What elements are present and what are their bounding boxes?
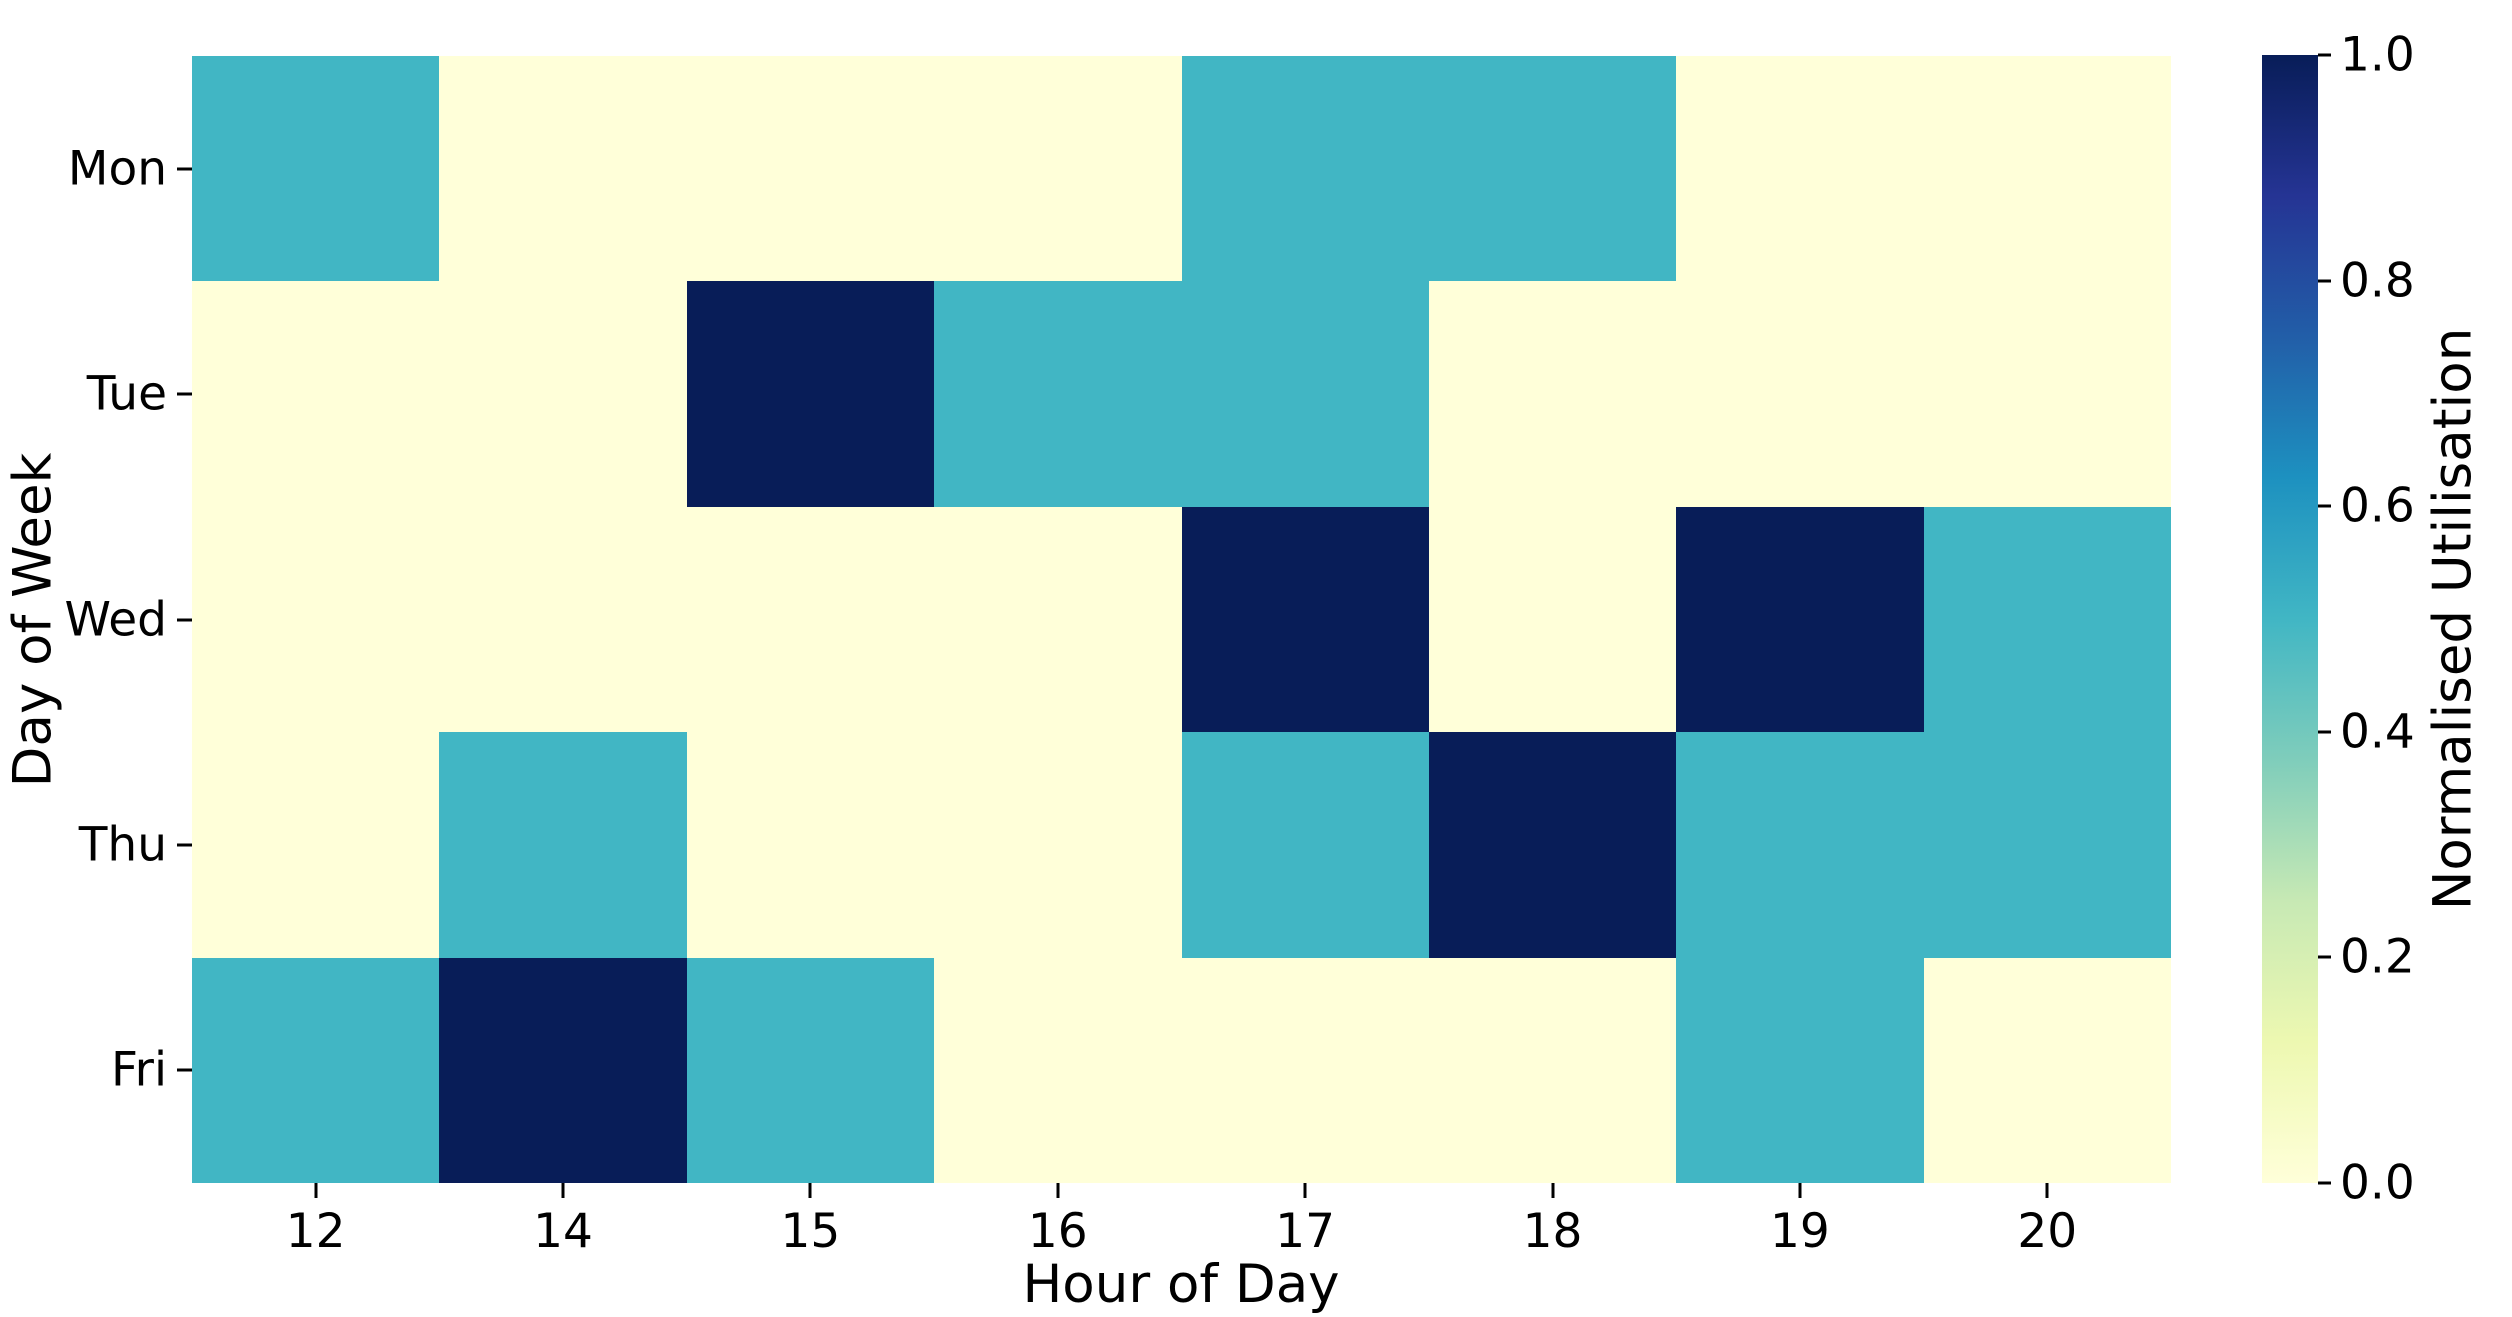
x-tick-label: 12 bbox=[285, 1204, 346, 1259]
heatmap-cell bbox=[1181, 56, 1429, 282]
heatmap-cell bbox=[1676, 56, 1924, 282]
x-tick-mark bbox=[1551, 1183, 1555, 1198]
colorbar-tick-label: 0.8 bbox=[2340, 253, 2415, 309]
heatmap-cell bbox=[686, 281, 935, 507]
x-tick-mark bbox=[561, 1183, 565, 1198]
y-tick-label: Wed bbox=[64, 592, 167, 647]
x-tick-mark bbox=[1303, 1183, 1307, 1198]
colorbar-tick-label: 0.6 bbox=[2340, 478, 2415, 534]
x-tick-label: 17 bbox=[1275, 1204, 1336, 1259]
x-tick-mark bbox=[1798, 1183, 1802, 1198]
heatmap-cell bbox=[439, 56, 687, 282]
heatmap-cell bbox=[1181, 281, 1429, 507]
colorbar-tick-label: 0.2 bbox=[2340, 929, 2415, 985]
y-tick-label: Mon bbox=[67, 141, 167, 197]
heatmap-cell bbox=[439, 732, 687, 958]
colorbar-tick-mark bbox=[2318, 955, 2331, 959]
x-tick-mark bbox=[808, 1183, 812, 1198]
x-tick-label: 16 bbox=[1027, 1204, 1088, 1259]
y-tick-label: Fri bbox=[111, 1042, 167, 1098]
heatmap-cell bbox=[1428, 281, 1677, 507]
colorbar-label: Normalised Utilisation bbox=[2422, 327, 2484, 911]
heatmap-cell bbox=[1428, 506, 1677, 733]
heatmap-cell bbox=[934, 56, 1182, 282]
heatmap-cell bbox=[1676, 281, 1924, 507]
x-tick-label: 14 bbox=[533, 1204, 593, 1259]
x-tick-label: 19 bbox=[1770, 1204, 1830, 1259]
heatmap-cell bbox=[686, 506, 935, 733]
x-tick-mark bbox=[314, 1183, 318, 1198]
heatmap-cell bbox=[1676, 957, 1924, 1183]
colorbar-tick-label: 0.4 bbox=[2340, 704, 2415, 760]
colorbar-tick-mark bbox=[2318, 504, 2331, 508]
heatmap-cell bbox=[1923, 56, 2171, 282]
heatmap-cell bbox=[686, 957, 935, 1183]
heatmap-cell bbox=[192, 281, 440, 507]
y-tick-mark bbox=[177, 392, 192, 396]
heatmap-cell bbox=[1181, 506, 1429, 733]
heatmap-cell bbox=[1428, 56, 1677, 282]
heatmap bbox=[192, 56, 2171, 1183]
y-tick-label: Tue bbox=[86, 366, 167, 422]
heatmap-cell bbox=[686, 56, 935, 282]
heatmap-cell bbox=[934, 281, 1182, 507]
heatmap-cell bbox=[934, 957, 1182, 1183]
heatmap-cell bbox=[686, 732, 935, 958]
y-tick-label: Thu bbox=[78, 817, 167, 873]
colorbar-tick-mark bbox=[2318, 730, 2331, 734]
heatmap-cell bbox=[192, 56, 440, 282]
heatmap-cell bbox=[439, 281, 687, 507]
heatmap-cell bbox=[1676, 506, 1924, 733]
heatmap-cell bbox=[1181, 957, 1429, 1183]
y-tick-mark bbox=[177, 843, 192, 847]
heatmap-cell bbox=[934, 506, 1182, 733]
x-tick-label: 18 bbox=[1522, 1204, 1583, 1259]
colorbar-tick-mark bbox=[2318, 1181, 2331, 1185]
colorbar-tick-label: 0.0 bbox=[2340, 1155, 2415, 1211]
heatmap-cell bbox=[1923, 281, 2171, 507]
x-tick-mark bbox=[1056, 1183, 1060, 1198]
y-tick-mark bbox=[177, 1068, 192, 1072]
heatmap-cell bbox=[934, 732, 1182, 958]
colorbar-gradient bbox=[2262, 55, 2318, 1183]
heatmap-cell bbox=[1923, 732, 2171, 958]
heatmap-cell bbox=[192, 732, 440, 958]
x-tick-mark bbox=[2045, 1183, 2049, 1198]
heatmap-cell bbox=[192, 506, 440, 733]
heatmap-cell bbox=[1923, 506, 2171, 733]
x-tick-label: 15 bbox=[780, 1204, 841, 1259]
colorbar-tick-mark bbox=[2318, 53, 2331, 57]
heatmap-cell bbox=[1428, 957, 1677, 1183]
heatmap-cell bbox=[1676, 732, 1924, 958]
heatmap-cell bbox=[439, 957, 687, 1183]
heatmap-cell bbox=[439, 506, 687, 733]
heatmap-cell bbox=[1181, 732, 1429, 958]
x-tick-label: 20 bbox=[2017, 1204, 2078, 1259]
colorbar-tick-mark bbox=[2318, 279, 2331, 283]
heatmap-cell bbox=[1923, 957, 2171, 1183]
y-tick-mark bbox=[177, 167, 192, 171]
heatmap-cell bbox=[1428, 732, 1677, 958]
x-axis-label: Hour of Day bbox=[1022, 1254, 1340, 1315]
y-tick-mark bbox=[177, 618, 192, 621]
heatmap-cell bbox=[192, 957, 440, 1183]
colorbar-tick-label: 1.0 bbox=[2340, 27, 2415, 83]
